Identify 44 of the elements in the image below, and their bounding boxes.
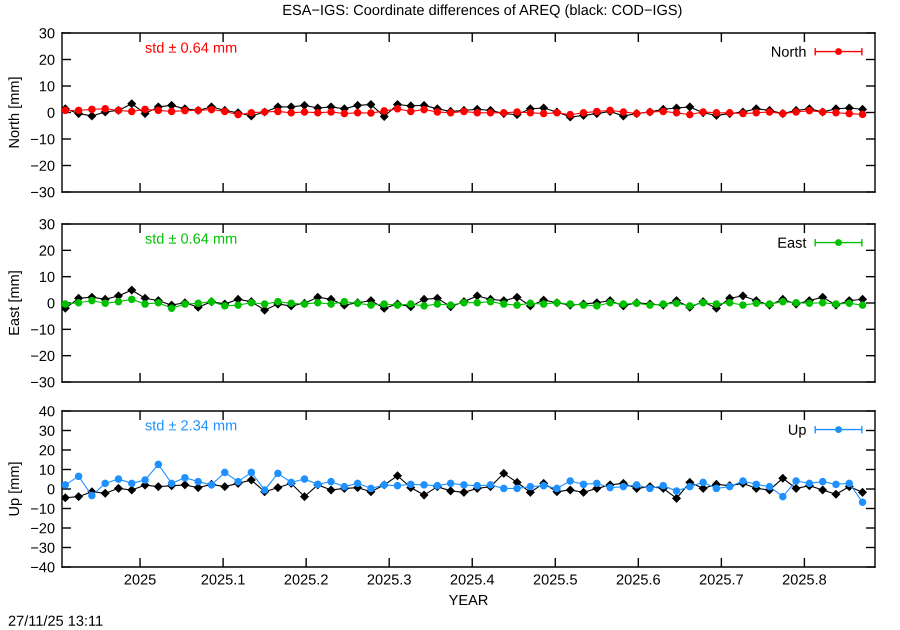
y-tick-label: −40 <box>31 562 54 572</box>
y-tick-label: 0 <box>48 108 54 118</box>
y-tick-label: −10 <box>31 324 54 335</box>
y-tick-label: 0 <box>48 298 54 308</box>
text: 27/11/25 13:11 <box>8 615 102 626</box>
y-axis-title: Up [mm] <box>8 462 22 516</box>
y-tick-label: 20 <box>40 245 54 256</box>
y-tick-label: −20 <box>31 523 54 534</box>
y-tick-label: −30 <box>31 187 54 198</box>
y-tick-label: 30 <box>39 426 54 436</box>
x-tick-label: 2025.8 <box>782 574 826 585</box>
x-tick-label: 2025.1 <box>202 574 245 585</box>
y-tick-label: −20 <box>31 350 54 362</box>
y-tick-label: 0 <box>48 484 54 494</box>
y-tick-label: 40 <box>39 406 54 416</box>
x-axis-title: YEAR <box>448 595 488 606</box>
x-tick-label: 2025.3 <box>368 574 411 585</box>
y-tick-label: −20 <box>31 160 54 171</box>
annotation: std ± 0.64 mm <box>145 233 236 244</box>
y-tick-label: 10 <box>40 272 54 282</box>
annotation: std ± 0.64 mm <box>145 42 236 53</box>
x-tick-label: 2025.7 <box>700 574 743 585</box>
y-tick-label: 10 <box>40 81 54 92</box>
y-tick-label: −10 <box>31 504 54 514</box>
y-tick-label: 30 <box>39 28 54 38</box>
x-tick-label: 2025.2 <box>284 574 328 585</box>
x-tick-label: 2025.6 <box>616 574 660 585</box>
y-axis-title: North [mm] <box>8 77 22 148</box>
y-tick-label: −30 <box>31 542 54 553</box>
legend-label: Up <box>788 424 806 438</box>
y-axis-title: East [mm] <box>8 271 22 335</box>
y-tick-label: 10 <box>40 464 54 475</box>
chart-title: ESA−IGS: Coordinate differences of AREQ (black: COD−IGS) <box>283 4 682 18</box>
legend-label: East <box>778 238 806 248</box>
y-tick-label: −30 <box>31 377 54 388</box>
x-tick-label: 2025 <box>124 574 156 585</box>
x-tick-label: 2025.4 <box>450 574 494 585</box>
y-tick-label: 20 <box>40 54 54 65</box>
y-tick-label: 20 <box>40 445 54 456</box>
legend-label: North <box>772 46 806 57</box>
x-tick-label: 2025.5 <box>534 574 577 585</box>
y-tick-label: −10 <box>31 134 54 144</box>
annotation: std ± 2.34 mm <box>145 420 236 431</box>
y-tick-label: 30 <box>39 219 54 230</box>
